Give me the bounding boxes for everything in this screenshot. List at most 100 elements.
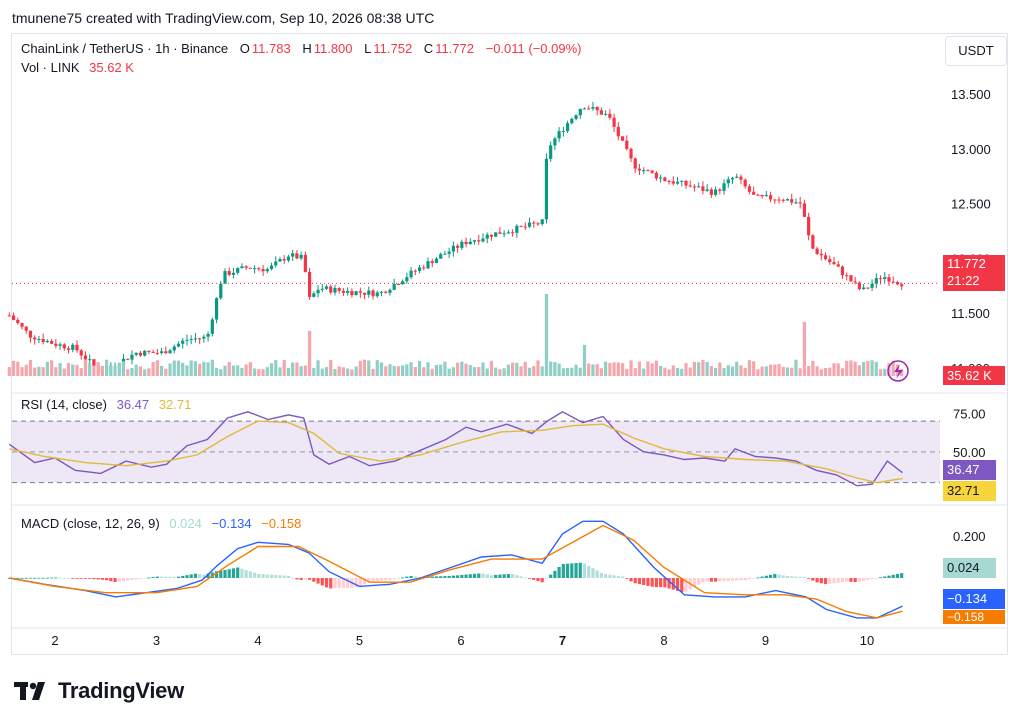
price-candle	[811, 235, 815, 249]
high-label: H	[302, 41, 312, 56]
open-value: 11.783	[251, 41, 291, 56]
macd-histogram-bar	[472, 573, 477, 578]
price-candle	[680, 180, 684, 182]
volume-bar	[50, 360, 54, 376]
price-candle	[45, 341, 49, 343]
macd-histogram-bar	[223, 569, 227, 578]
macd-histogram-bar	[54, 577, 58, 579]
macd-histogram-bar	[236, 567, 240, 578]
price-candle	[312, 293, 316, 297]
snapshot-icon-bolt	[894, 364, 903, 379]
macd-histogram-bar	[41, 577, 45, 579]
macd-histogram-bar	[50, 577, 54, 579]
price-candle	[819, 253, 823, 256]
macd-histogram-bar	[248, 571, 252, 578]
volume-bar	[274, 360, 278, 376]
macd-histogram-bar	[367, 578, 371, 582]
volume-bar	[713, 367, 718, 376]
macd-histogram-bar	[151, 577, 155, 578]
currency-button[interactable]: USDT	[945, 36, 1007, 66]
change-value: −0.011 (−0.09%)	[485, 41, 582, 56]
volume-bar	[75, 365, 79, 376]
price-candle	[354, 291, 358, 296]
chart-attribution: tmunene75 created with TradingView.com, …	[12, 10, 435, 26]
price-candle	[367, 290, 371, 295]
macd-histogram-bar	[244, 570, 248, 578]
price-candle	[168, 350, 172, 354]
price-candle	[815, 248, 819, 254]
rsi-legend[interactable]: RSI (14, close) 36.47 32.71	[21, 397, 191, 412]
volume-bar	[730, 366, 735, 376]
macd-histogram-bar	[794, 576, 798, 578]
volume-bar	[286, 367, 291, 376]
volume-bar	[109, 364, 113, 376]
macd-histogram-bar	[79, 578, 83, 579]
price-candle	[172, 346, 176, 351]
price-candle	[417, 267, 422, 271]
price-candle	[278, 259, 282, 262]
price-candle	[591, 107, 595, 109]
price-candle	[164, 351, 168, 354]
macd-histogram-bar	[219, 570, 223, 578]
price-candle	[189, 339, 193, 341]
volume-bar	[447, 368, 451, 376]
macd-histogram-bar	[88, 578, 92, 579]
macd-histogram-bar	[333, 578, 337, 589]
volume-bar	[341, 367, 346, 376]
price-candle	[181, 340, 185, 344]
macd-histogram-bar	[553, 570, 557, 578]
macd-histogram-bar	[781, 575, 785, 578]
volume-bar	[625, 368, 629, 376]
price-candle	[244, 266, 248, 268]
tradingview-logo[interactable]: TradingView	[14, 678, 184, 704]
volume-bar	[193, 361, 198, 376]
price-candle	[33, 337, 37, 340]
volume-legend[interactable]: Vol · LINK 35.62 K	[21, 60, 134, 75]
price-candle	[240, 266, 244, 269]
macd-histogram-bar	[807, 578, 811, 579]
macd-histogram-bar	[785, 576, 790, 578]
volume-bar	[697, 362, 701, 376]
volume-bar	[481, 362, 485, 376]
price-candle	[845, 275, 849, 277]
price-candle	[456, 245, 460, 248]
rsi-value: 36.47	[116, 397, 150, 412]
price-candle	[777, 199, 781, 201]
price-candle	[582, 108, 587, 110]
price-candle	[88, 359, 92, 361]
macd-histogram-bar	[130, 578, 134, 580]
price-candle	[650, 170, 654, 173]
macd-histogram-bar	[485, 574, 489, 578]
symbol-legend[interactable]: ChainLink / TetherUS · 1h · Binance O 11.…	[21, 41, 584, 56]
macd-histogram-bar	[671, 578, 675, 590]
macd-histogram-bar	[388, 578, 392, 581]
macd-legend[interactable]: MACD (close, 12, 26, 9) 0.024 −0.134 −0.…	[21, 516, 301, 531]
macd-histogram-bar	[587, 565, 591, 578]
macd-histogram-bar	[71, 578, 75, 579]
volume-bar	[37, 366, 41, 376]
price-candle	[697, 186, 701, 188]
volume-bar	[540, 366, 544, 376]
macd-histogram-bar	[468, 574, 472, 578]
price-candle	[604, 113, 608, 115]
time-axis-tick: 5	[356, 633, 363, 648]
price-candle	[646, 170, 650, 172]
price-candle	[798, 202, 802, 204]
volume-bar	[41, 367, 45, 376]
time-axis-tick: 4	[254, 633, 261, 648]
macd-histogram-bar	[409, 575, 413, 578]
volume-bar	[878, 369, 883, 376]
macd-histogram-bar	[346, 578, 350, 588]
symbol-name[interactable]: ChainLink / TetherUS · 1h · Binance	[21, 41, 229, 56]
time-axis-tick: 3	[153, 633, 160, 648]
price-candle	[527, 222, 532, 227]
macd-histogram-bar	[168, 576, 172, 578]
macd-histogram-bar	[523, 577, 527, 579]
price-candle	[371, 290, 375, 297]
price-candle	[329, 286, 333, 293]
time-axis-tick: 8	[660, 633, 667, 648]
price-candle	[870, 283, 874, 288]
volume-bar	[557, 363, 561, 376]
volume-bar	[591, 364, 595, 376]
